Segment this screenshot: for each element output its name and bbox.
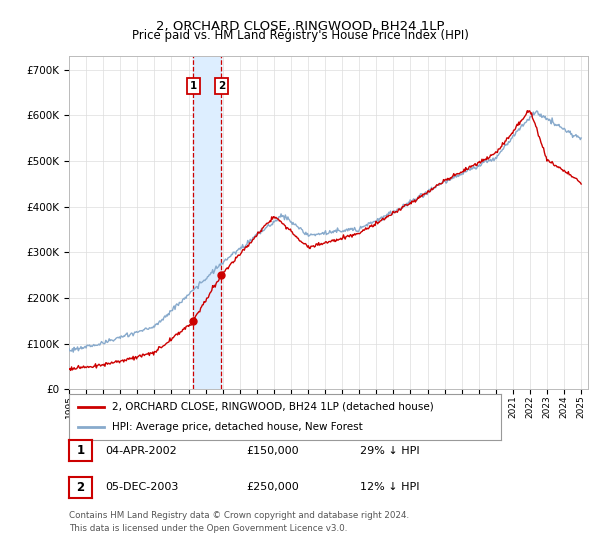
Text: 1: 1 [76,444,85,458]
Text: Price paid vs. HM Land Registry's House Price Index (HPI): Price paid vs. HM Land Registry's House … [131,29,469,42]
Text: 1: 1 [190,81,197,91]
Text: 04-APR-2002: 04-APR-2002 [105,446,177,456]
Text: 2: 2 [76,480,85,494]
Text: Contains HM Land Registry data © Crown copyright and database right 2024.: Contains HM Land Registry data © Crown c… [69,511,409,520]
Text: 2, ORCHARD CLOSE, RINGWOOD, BH24 1LP: 2, ORCHARD CLOSE, RINGWOOD, BH24 1LP [156,20,444,32]
Bar [193,56,221,389]
Text: 2: 2 [218,81,225,91]
Text: HPI: Average price, detached house, New Forest: HPI: Average price, detached house, New … [112,422,363,432]
Text: 05-DEC-2003: 05-DEC-2003 [105,482,178,492]
Text: This data is licensed under the Open Government Licence v3.0.: This data is licensed under the Open Gov… [69,524,347,533]
Text: £250,000: £250,000 [246,482,299,492]
Text: £150,000: £150,000 [246,446,299,456]
Text: 29% ↓ HPI: 29% ↓ HPI [360,446,419,456]
Text: 12% ↓ HPI: 12% ↓ HPI [360,482,419,492]
Text: 2, ORCHARD CLOSE, RINGWOOD, BH24 1LP (detached house): 2, ORCHARD CLOSE, RINGWOOD, BH24 1LP (de… [112,402,434,412]
